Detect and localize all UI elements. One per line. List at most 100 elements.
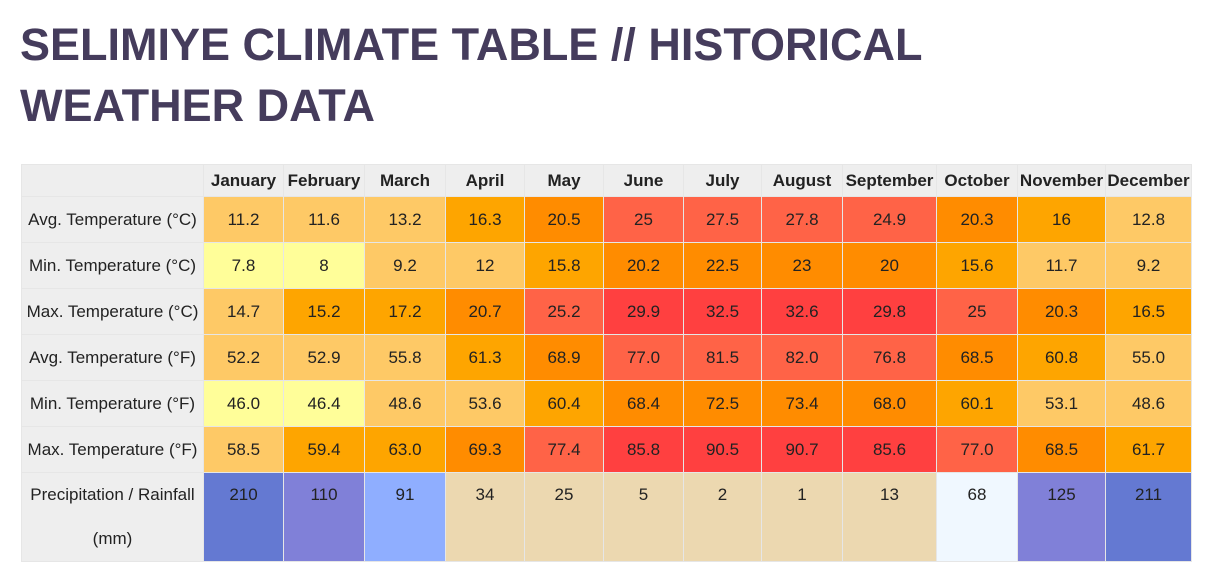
value-cell: 125: [1017, 472, 1106, 562]
value-cell: 52.9: [283, 334, 365, 381]
month-header-april: April: [445, 164, 525, 197]
month-header-july: July: [683, 164, 762, 197]
value-cell: 77.4: [524, 426, 604, 473]
value-cell: 25: [603, 196, 684, 243]
value-cell: 20.3: [936, 196, 1018, 243]
avg-temp-c-row: Avg. Temperature (°C) 11.2 11.6 13.2 16.3 20.…: [21, 196, 1192, 243]
value-cell: 20.7: [445, 288, 525, 335]
value-cell: 82.0: [761, 334, 843, 381]
value-cell: 9.2: [364, 242, 446, 289]
value-cell: 81.5: [683, 334, 762, 381]
row-label: Precipitation / Rainfall (mm): [21, 472, 204, 562]
value-cell: 20.3: [1017, 288, 1106, 335]
value-cell: 68.4: [603, 380, 684, 427]
value-cell: 63.0: [364, 426, 446, 473]
value-cell: 11.6: [283, 196, 365, 243]
value-cell: 16.5: [1105, 288, 1192, 335]
value-cell: 55.8: [364, 334, 446, 381]
value-cell: 77.0: [603, 334, 684, 381]
value-cell: 69.3: [445, 426, 525, 473]
value-cell: 7.8: [203, 242, 284, 289]
month-header-august: August: [761, 164, 843, 197]
value-cell: 59.4: [283, 426, 365, 473]
value-cell: 15.8: [524, 242, 604, 289]
value-cell: 9.2: [1105, 242, 1192, 289]
max-temp-c-row: Max. Temperature (°C) 14.7 15.2 17.2 20.7 25.…: [21, 288, 1192, 335]
value-cell: 68: [936, 472, 1018, 562]
value-cell: 8: [283, 242, 365, 289]
value-cell: 61.3: [445, 334, 525, 381]
value-cell: 20: [842, 242, 937, 289]
value-cell: 1: [761, 472, 843, 562]
value-cell: 13.2: [364, 196, 446, 243]
value-cell: 90.7: [761, 426, 843, 473]
value-cell: 72.5: [683, 380, 762, 427]
value-cell: 12: [445, 242, 525, 289]
value-cell: 11.7: [1017, 242, 1106, 289]
value-cell: 55.0: [1105, 334, 1192, 381]
value-cell: 25: [524, 472, 604, 562]
value-cell: 32.5: [683, 288, 762, 335]
value-cell: 29.8: [842, 288, 937, 335]
value-cell: 48.6: [1105, 380, 1192, 427]
value-cell: 60.1: [936, 380, 1018, 427]
month-header-november: November: [1017, 164, 1106, 197]
row-label: Min. Temperature (°C): [21, 242, 204, 289]
month-header-january: January: [203, 164, 284, 197]
value-cell: 14.7: [203, 288, 284, 335]
value-cell: 68.0: [842, 380, 937, 427]
value-cell: 11.2: [203, 196, 284, 243]
value-cell: 211: [1105, 472, 1192, 562]
value-cell: 16.3: [445, 196, 525, 243]
value-cell: 15.2: [283, 288, 365, 335]
value-cell: 20.5: [524, 196, 604, 243]
value-cell: 76.8: [842, 334, 937, 381]
value-cell: 25: [936, 288, 1018, 335]
row-label: Max. Temperature (°C): [21, 288, 204, 335]
row-label: Min. Temperature (°F): [21, 380, 204, 427]
month-header-october: October: [936, 164, 1018, 197]
max-temp-f-row: Max. Temperature (°F) 58.5 59.4 63.0 69.3 77.…: [21, 426, 1192, 473]
min-temp-c-row: Min. Temperature (°C) 7.8 8 9.2 12 15.8 20.2 22…: [21, 242, 1192, 289]
climate-table: January February March April May June Ju…: [21, 164, 1192, 562]
value-cell: 73.4: [761, 380, 843, 427]
value-cell: 85.8: [603, 426, 684, 473]
value-cell: 24.9: [842, 196, 937, 243]
corner-cell: [21, 164, 204, 197]
precipitation-row: Precipitation / Rainfall (mm) 210 110 91 34 2…: [21, 472, 1192, 562]
value-cell: 91: [364, 472, 446, 562]
value-cell: 60.8: [1017, 334, 1106, 381]
row-label: Avg. Temperature (°C): [21, 196, 204, 243]
value-cell: 58.5: [203, 426, 284, 473]
value-cell: 27.8: [761, 196, 843, 243]
value-cell: 22.5: [683, 242, 762, 289]
value-cell: 53.6: [445, 380, 525, 427]
value-cell: 2: [683, 472, 762, 562]
value-cell: 68.5: [936, 334, 1018, 381]
value-cell: 27.5: [683, 196, 762, 243]
avg-temp-f-row: Avg. Temperature (°F) 52.2 52.9 55.8 61.3 68.…: [21, 334, 1192, 381]
value-cell: 12.8: [1105, 196, 1192, 243]
value-cell: 29.9: [603, 288, 684, 335]
value-cell: 48.6: [364, 380, 446, 427]
value-cell: 53.1: [1017, 380, 1106, 427]
value-cell: 46.0: [203, 380, 284, 427]
value-cell: 32.6: [761, 288, 843, 335]
month-header-february: February: [283, 164, 365, 197]
min-temp-f-row: Min. Temperature (°F) 46.0 46.4 48.6 53.6 60.…: [21, 380, 1192, 427]
month-header-may: May: [524, 164, 604, 197]
value-cell: 60.4: [524, 380, 604, 427]
value-cell: 25.2: [524, 288, 604, 335]
value-cell: 16: [1017, 196, 1106, 243]
value-cell: 61.7: [1105, 426, 1192, 473]
value-cell: 34: [445, 472, 525, 562]
value-cell: 20.2: [603, 242, 684, 289]
row-label: Avg. Temperature (°F): [21, 334, 204, 381]
value-cell: 52.2: [203, 334, 284, 381]
row-label: Max. Temperature (°F): [21, 426, 204, 473]
value-cell: 5: [603, 472, 684, 562]
value-cell: 46.4: [283, 380, 365, 427]
value-cell: 68.5: [1017, 426, 1106, 473]
month-header-september: September: [842, 164, 937, 197]
value-cell: 210: [203, 472, 284, 562]
